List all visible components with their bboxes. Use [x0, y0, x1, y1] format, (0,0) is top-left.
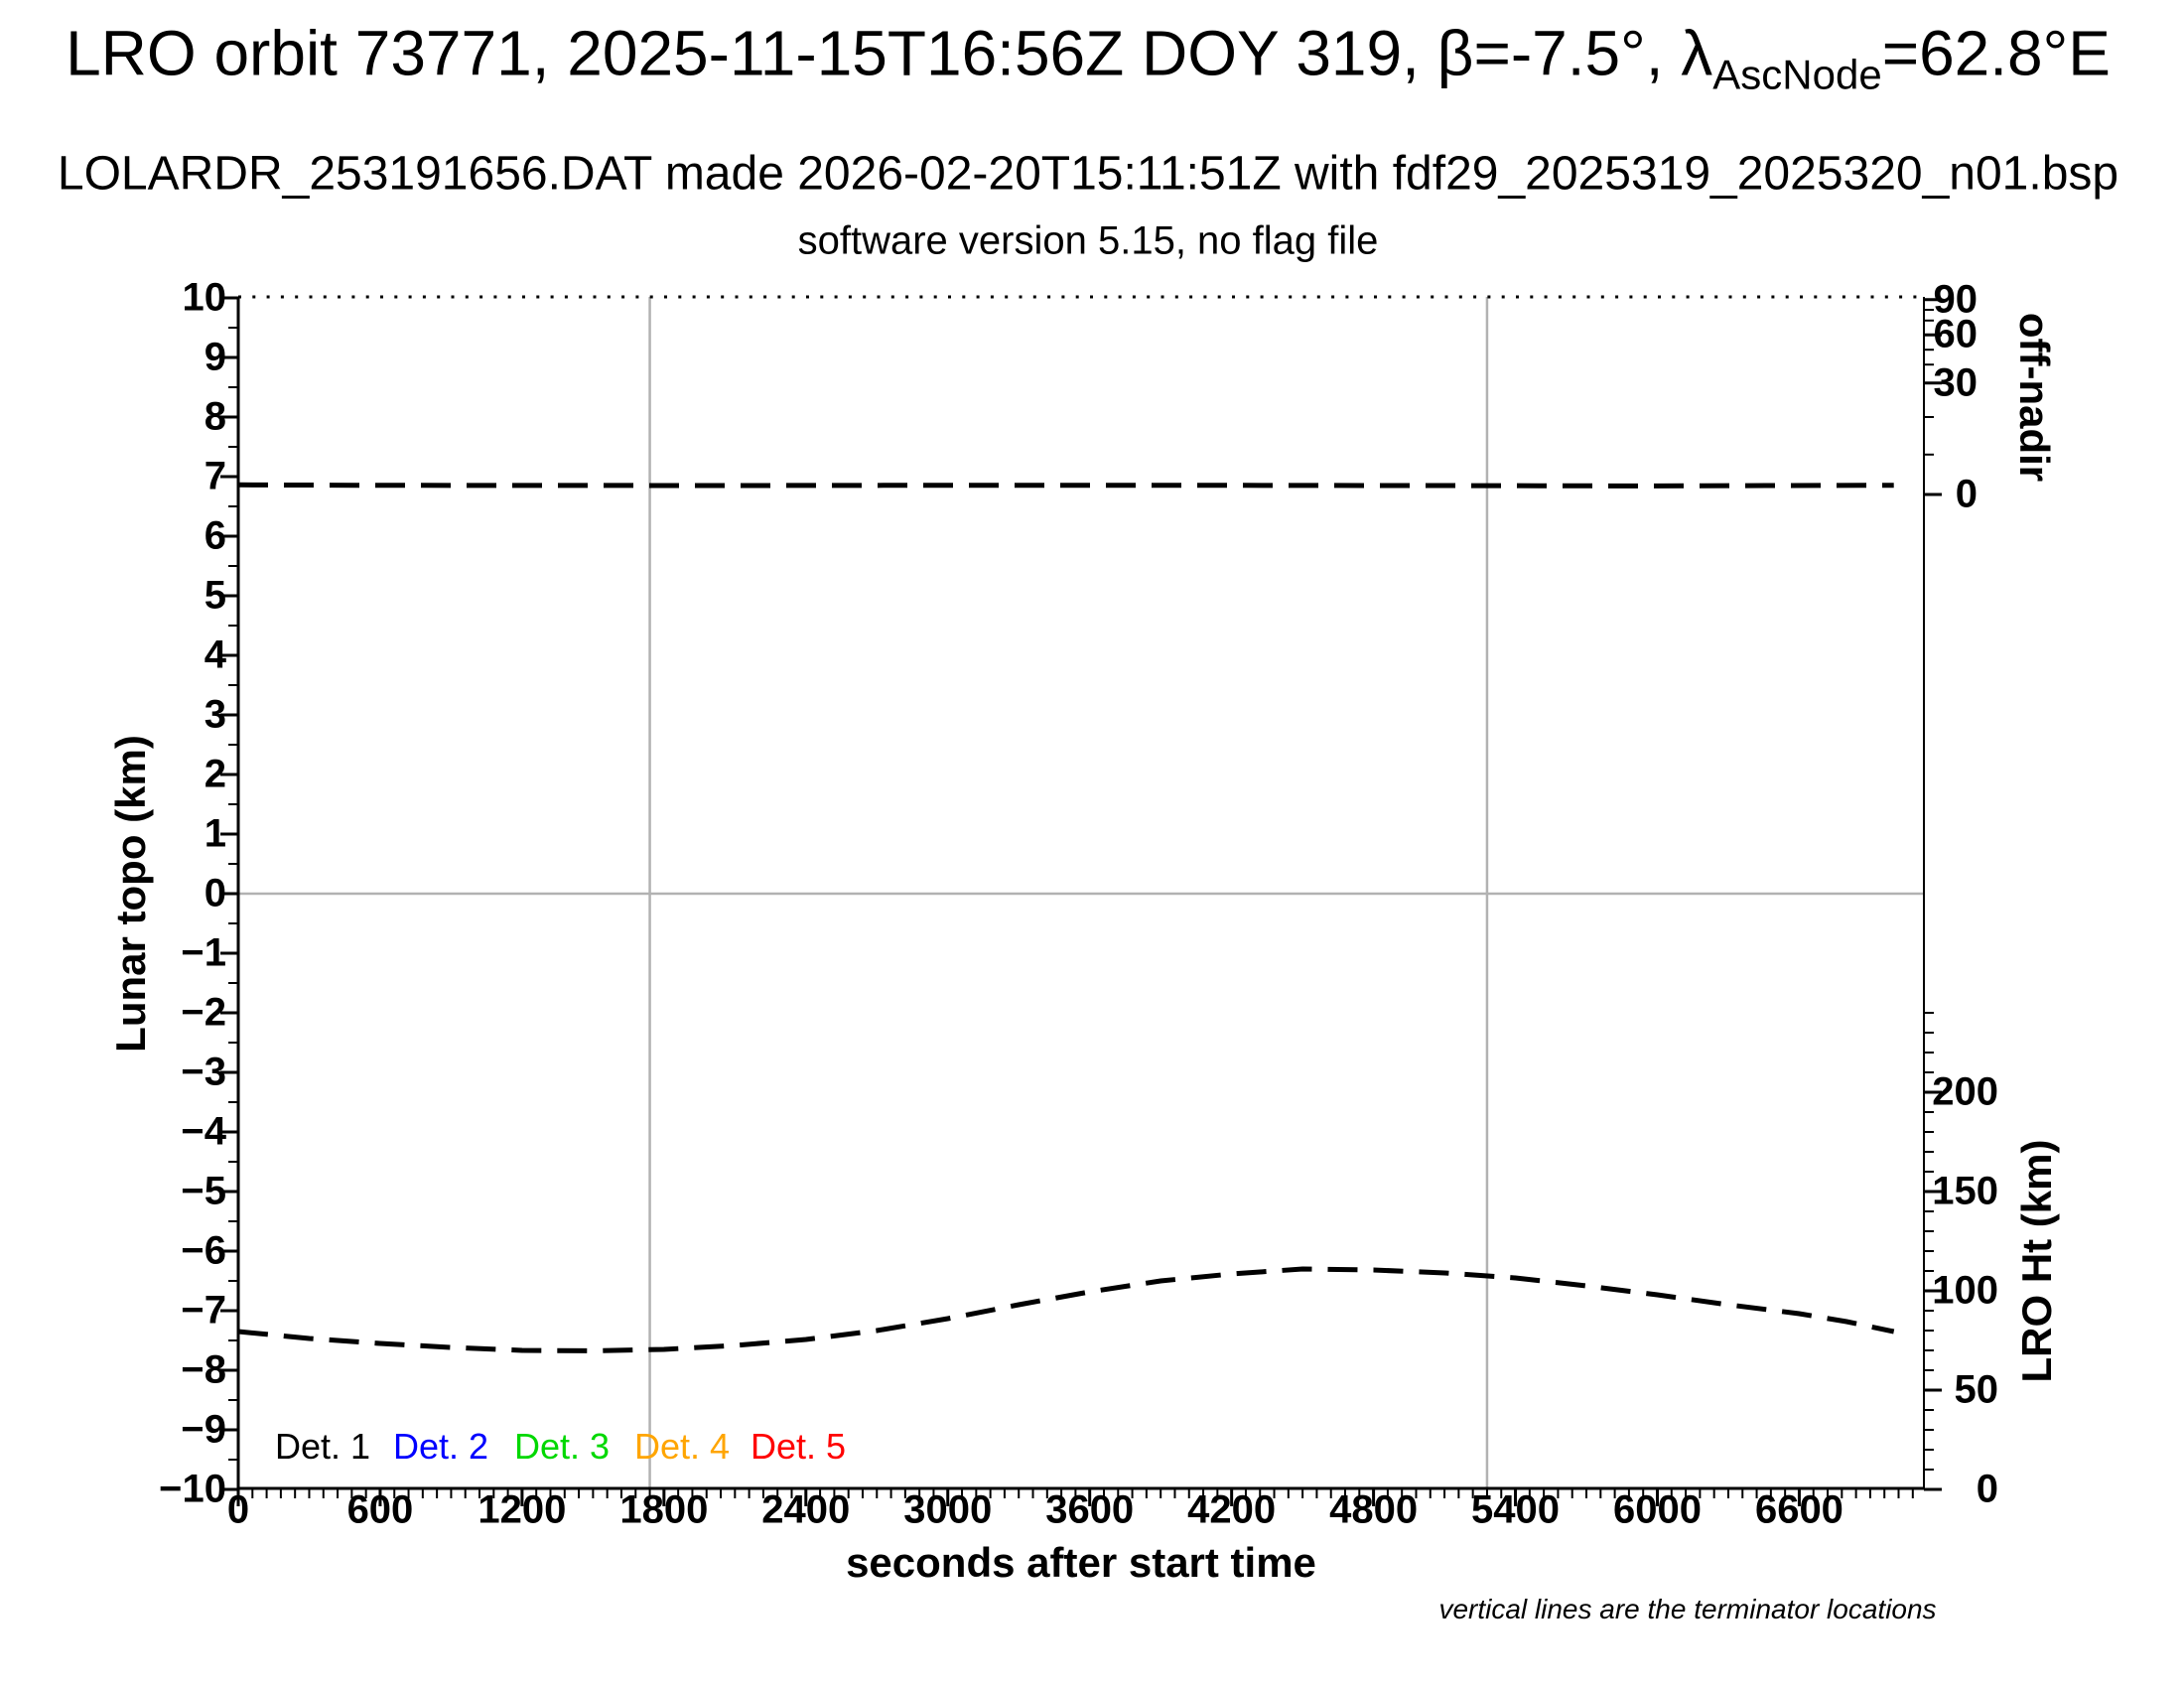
- page-title: LRO orbit 73771, 2025-11-15T16:56Z DOY 3…: [66, 17, 2111, 99]
- x-tick-label: 6600: [1754, 1487, 1843, 1532]
- y-axis-title-off-nadir: off-nadir: [2011, 312, 2058, 483]
- x-tick-label: 1200: [478, 1487, 567, 1532]
- legend-det-4: Det. 4: [634, 1426, 731, 1467]
- y-tick-label: −2: [181, 990, 226, 1035]
- off-nadir-tick-label: 60: [1933, 312, 1979, 356]
- x-tick-label: 4200: [1187, 1487, 1277, 1532]
- legend-det-5: Det. 5: [751, 1426, 847, 1467]
- lro-ht-tick-label: 200: [1932, 1069, 1998, 1114]
- x-tick-label: 2400: [761, 1487, 851, 1532]
- y-tick-label: −4: [181, 1109, 226, 1154]
- y-tick-label: 3: [204, 692, 226, 737]
- y-tick-label: 4: [204, 633, 226, 677]
- legend-det-3: Det. 3: [514, 1426, 611, 1467]
- lro-ht-tick-label: 150: [1932, 1169, 1998, 1213]
- y-tick-label: 10: [182, 275, 227, 320]
- y-axis-title-left: Lunar topo (km): [107, 735, 154, 1053]
- lro-ht-tick-label: 0: [1976, 1467, 1998, 1511]
- y-tick-label: −10: [159, 1467, 226, 1511]
- x-tick-label: 5400: [1471, 1487, 1561, 1532]
- y-tick-label: 0: [204, 871, 226, 915]
- legend-det-1: Det. 1: [275, 1426, 371, 1467]
- off-nadir-curve: [237, 482, 1894, 489]
- lro-height-curve: [237, 1266, 1895, 1353]
- x-tick-label: 0: [226, 1487, 250, 1532]
- legend-det-2: Det. 2: [393, 1426, 489, 1467]
- subtitle-filename: LOLARDR_253191656.DAT made 2026-02-20T15…: [57, 147, 2119, 201]
- y-tick-label: −5: [181, 1169, 226, 1213]
- lro-ht-tick-label: 100: [1932, 1268, 1998, 1313]
- off-nadir-tick-label: 90: [1933, 277, 1979, 322]
- x-tick-label: 3600: [1045, 1487, 1135, 1532]
- y-tick-label: −7: [181, 1288, 226, 1333]
- y-tick-label: 7: [204, 454, 226, 498]
- y-tick-label: 8: [204, 394, 226, 439]
- title-prefix: LRO orbit 73771, 2025-11-15T16:56Z DOY 3…: [66, 17, 1713, 89]
- y-tick-label: 5: [204, 573, 226, 618]
- y-tick-label: −6: [181, 1228, 226, 1273]
- title-subscript: AscNode: [1712, 51, 1882, 98]
- terminator-footnote: vertical lines are the terminator locati…: [1438, 1594, 1937, 1624]
- off-nadir-tick-label: 0: [1955, 472, 1978, 516]
- x-tick-label: 1800: [619, 1487, 709, 1532]
- off-nadir-tick-label: 30: [1933, 360, 1979, 405]
- y-tick-label: −9: [181, 1407, 226, 1452]
- lro-ht-tick-label: 50: [1954, 1367, 1999, 1412]
- y-tick-label: −1: [181, 930, 226, 975]
- y-tick-label: −3: [181, 1050, 226, 1094]
- subtitle-software-version: software version 5.15, no flag file: [797, 218, 1379, 263]
- y-tick-label: 6: [204, 513, 226, 558]
- title-suffix: =62.8°E: [1881, 17, 2111, 89]
- x-tick-label: 6000: [1612, 1487, 1702, 1532]
- x-tick-label: 600: [346, 1487, 414, 1532]
- y-tick-label: 2: [204, 752, 226, 796]
- y-tick-label: 9: [204, 335, 226, 379]
- x-axis-title: seconds after start time: [846, 1539, 1316, 1586]
- y-tick-label: −8: [181, 1347, 226, 1392]
- x-tick-label: 4800: [1329, 1487, 1419, 1532]
- x-tick-label: 3000: [903, 1487, 993, 1532]
- y-axis-title-lro-height: LRO Ht (km): [2013, 1139, 2060, 1383]
- y-tick-label: 1: [204, 811, 226, 856]
